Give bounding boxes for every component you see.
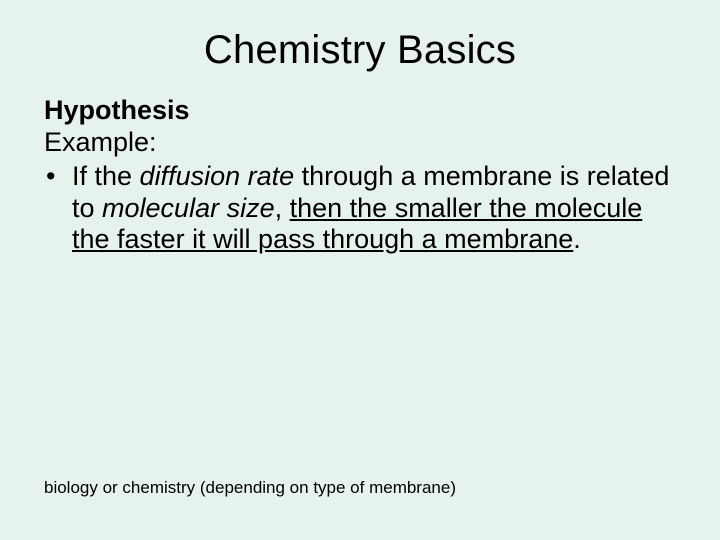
text-segment: If the <box>72 161 140 191</box>
text-segment-italic: diffusion rate <box>140 161 295 191</box>
bullet-item: • If the diffusion rate through a membra… <box>44 161 676 257</box>
example-label: Example: <box>44 127 676 159</box>
footer-note: biology or chemistry (depending on type … <box>44 478 456 498</box>
bullet-text: If the diffusion rate through a membrane… <box>72 161 676 257</box>
text-segment-italic: molecular size <box>102 193 275 223</box>
hypothesis-label: Hypothesis <box>44 95 676 127</box>
bullet-marker: • <box>44 161 72 193</box>
slide: Chemistry Basics Hypothesis Example: • I… <box>0 0 720 540</box>
text-segment: , <box>275 193 290 223</box>
slide-title: Chemistry Basics <box>44 28 676 73</box>
text-segment: . <box>573 224 581 254</box>
body-text: Hypothesis Example: • If the diffusion r… <box>44 95 676 256</box>
